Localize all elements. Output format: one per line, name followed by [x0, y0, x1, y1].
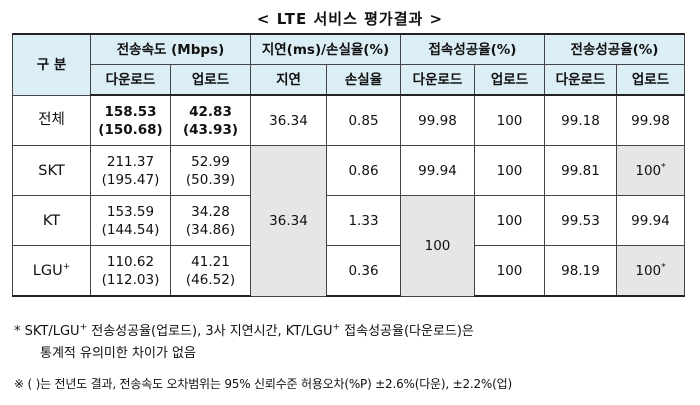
upload-speed-cell: 42.83 (43.93)	[170, 94, 251, 146]
connect-download-cell: 99.94	[400, 145, 475, 196]
transfer-upload-cell: 100*	[616, 145, 685, 196]
transfer-download-cell: 98.19	[544, 245, 617, 297]
download-speed-cell: 211.37 (195.47)	[90, 145, 171, 196]
download-speed: 153.59	[106, 203, 155, 220]
upload-speed-prev: (43.93)	[182, 121, 239, 138]
transfer-upload-cell: 99.98	[616, 94, 685, 146]
download-speed: 211.37	[106, 153, 155, 170]
table-row: LGU+ 110.62 (112.03) 41.21 (46.52) 0.36 …	[12, 245, 685, 297]
table-title: < LTE 서비스 평가결과 >	[256, 10, 444, 28]
download-speed-prev: (112.03)	[101, 271, 160, 288]
header-speed-download: 다운로드	[90, 64, 171, 96]
download-speed-cell: 110.62 (112.03)	[90, 245, 171, 297]
connect-upload-cell: 100	[474, 145, 545, 196]
upload-speed: 41.21	[191, 253, 230, 270]
upload-speed: 34.28	[191, 203, 230, 220]
footnote-prefix: * SKT/LGU	[14, 324, 80, 339]
loss-cell: 1.33	[326, 195, 401, 246]
row-name-cell: LGU+	[12, 245, 91, 297]
row-name: SKT	[12, 145, 91, 196]
footnote-sup: +	[332, 322, 341, 333]
header-speed: 전송속도 (Mbps)	[90, 33, 251, 65]
download-speed-prev: (195.47)	[101, 171, 160, 188]
table-row: SKT 211.37 (195.47) 52.99 (50.39) 36.34 …	[12, 145, 685, 297]
transfer-upload-cell: 100*	[616, 245, 685, 297]
loss-cell: 0.86	[326, 145, 401, 196]
row-name: LGU	[32, 262, 63, 279]
download-speed: 158.53	[104, 103, 157, 120]
connect-download-merged-cell: 100	[400, 195, 475, 297]
header-connect-download: 다운로드	[400, 64, 475, 96]
header-transfer-upload: 업로드	[616, 64, 685, 96]
transfer-upload-cell: 99.94	[616, 195, 685, 246]
upload-speed-cell: 52.99 (50.39)	[170, 145, 251, 196]
upload-speed-cell: 34.28 (34.86)	[170, 195, 251, 246]
latency-cell: 36.34	[250, 94, 327, 146]
significance-mark: *	[661, 162, 666, 172]
transfer-download-cell: 99.18	[544, 94, 617, 146]
footnote-margin-of-error: ※ ( )는 전년도 결과, 전송속도 오차범위는 95% 신뢰수준 허용오차(…	[14, 377, 512, 391]
download-speed-cell: 158.53 (150.68)	[90, 94, 171, 146]
footnote-significance: * SKT/LGU+ 전송성공율(업로드), 3사 지연시간, KT/LGU+ …	[14, 322, 474, 342]
header-loss: 손실율	[326, 64, 401, 96]
upload-speed: 52.99	[191, 153, 230, 170]
upload-speed-prev: (34.86)	[185, 221, 236, 238]
latency-merged-cell: 36.34	[250, 145, 327, 297]
header-speed-upload: 업로드	[170, 64, 251, 96]
table-row: KT 153.59 (144.54) 34.28 (34.86) 1.33 10…	[12, 195, 685, 297]
download-speed-prev: (144.54)	[101, 221, 160, 238]
upload-speed-cell: 41.21 (46.52)	[170, 245, 251, 297]
lte-evaluation-table: 구 분 전송속도 (Mbps) 지연(ms)/손실율(%) 접속성공율(%) 전…	[12, 33, 685, 297]
upload-speed: 42.83	[189, 103, 232, 120]
transfer-download-cell: 99.81	[544, 145, 617, 196]
header-transfer-success: 전송성공율(%)	[544, 33, 685, 65]
connect-download-cell: 99.98	[400, 94, 475, 146]
transfer-upload-value: 100	[635, 262, 662, 279]
footnote-suffix: 접속성공율(다운로드)은	[340, 324, 474, 339]
transfer-download-cell: 99.53	[544, 195, 617, 246]
loss-cell: 0.85	[326, 94, 401, 146]
connect-upload-cell: 100	[474, 195, 545, 246]
header-transfer-download: 다운로드	[544, 64, 617, 96]
header-connect-success: 접속성공율(%)	[400, 33, 545, 65]
header-connect-upload: 업로드	[474, 64, 545, 96]
header-division: 구 분	[12, 33, 91, 96]
upload-speed-prev: (46.52)	[185, 271, 236, 288]
significance-mark: *	[661, 262, 666, 272]
footnote-sup: +	[79, 322, 88, 333]
row-name: 전체	[12, 94, 91, 146]
table-row: 전체 158.53 (150.68) 42.83 (43.93) 36.34 0…	[12, 94, 685, 146]
row-name: KT	[12, 195, 91, 246]
header-latency-loss: 지연(ms)/손실율(%)	[250, 33, 401, 65]
connect-upload-cell: 100	[474, 94, 545, 146]
connect-upload-cell: 100	[474, 245, 545, 297]
row-name-sup: +	[62, 261, 71, 272]
footnote-significance-line2: 통계적 유의미한 차이가 없음	[40, 346, 196, 361]
footnote-middle: 전송성공율(업로드), 3사 지연시간, KT/LGU	[87, 324, 333, 339]
download-speed-cell: 153.59 (144.54)	[90, 195, 171, 246]
header-latency: 지연	[250, 64, 327, 96]
loss-cell: 0.36	[326, 245, 401, 297]
download-speed: 110.62	[106, 253, 155, 270]
upload-speed-prev: (50.39)	[185, 171, 236, 188]
download-speed-prev: (150.68)	[98, 121, 163, 138]
transfer-upload-value: 100	[635, 162, 662, 179]
